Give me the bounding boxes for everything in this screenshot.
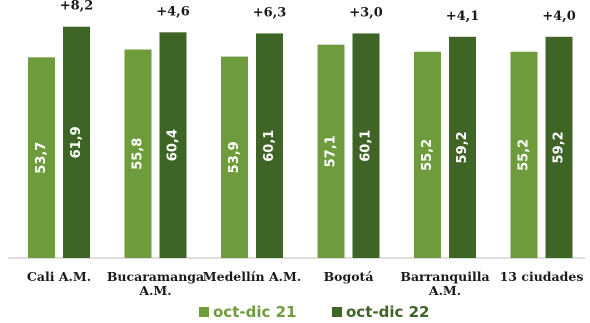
difference-label-1: +8,2 <box>60 0 94 14</box>
category-label-6: 13 ciudades <box>500 269 584 284</box>
value-label-s2-4: 60,1 <box>359 130 374 162</box>
difference-label-2: +4,6 <box>156 4 190 19</box>
value-label-s2-3: 60,1 <box>262 130 277 162</box>
bar-s2-2 <box>159 32 187 258</box>
bar-s1-3 <box>221 56 248 258</box>
legend: oct-dic 21 oct-dic 22 <box>199 303 429 321</box>
bar-s2-1 <box>63 26 90 259</box>
category-label-1: Cali A.M. <box>27 269 91 284</box>
legend-swatch-1 <box>199 307 209 317</box>
difference-label-3: +6,3 <box>253 5 287 20</box>
bar-s1-1 <box>28 57 55 259</box>
bar-s2-5 <box>449 36 476 258</box>
bar-s2-4 <box>352 33 380 259</box>
bar-s1-6 <box>510 51 538 258</box>
value-label-s2-6: 59,2 <box>552 131 567 163</box>
value-label-s2-2: 60,4 <box>166 129 181 161</box>
category-label-5: Barranquilla <box>400 269 489 284</box>
value-label-s2-5: 59,2 <box>455 131 470 163</box>
difference-label-6: +4,0 <box>542 9 576 24</box>
value-label-s1-2: 55,8 <box>131 138 146 170</box>
value-label-s1-5: 55,2 <box>420 139 435 171</box>
value-label-s1-6: 55,2 <box>517 139 532 171</box>
labels: 53,7 61,9 +8,2 Cali A.M. 55,8 60,4 +4,6 Bucaram… <box>27 0 583 298</box>
bars <box>28 26 573 259</box>
legend-label-2: oct-dic 22 <box>346 303 429 321</box>
category-label-2-line2: A.M. <box>138 283 171 298</box>
bar-s1-4 <box>317 44 345 258</box>
category-label-5-line2: A.M. <box>428 283 461 298</box>
value-label-s1-4: 57,1 <box>324 135 339 167</box>
difference-label-5: +4,1 <box>446 9 480 24</box>
difference-label-4: +3,0 <box>349 5 383 20</box>
category-label-4: Bogotá <box>324 269 374 284</box>
bar-s2-6 <box>545 36 573 258</box>
category-label-2: Bucaramanga <box>107 269 204 284</box>
bar-s1-5 <box>414 51 441 258</box>
value-label-s1-3: 53,9 <box>227 141 242 173</box>
legend-label-1: oct-dic 21 <box>213 303 296 321</box>
category-label-3: Medellín A.M. <box>203 269 301 284</box>
value-label-s1-1: 53,7 <box>34 142 49 174</box>
value-label-s2-1: 61,9 <box>69 126 84 158</box>
bar-s2-3 <box>256 33 283 259</box>
bar-s1-2 <box>124 49 152 259</box>
legend-swatch-2 <box>332 307 342 317</box>
